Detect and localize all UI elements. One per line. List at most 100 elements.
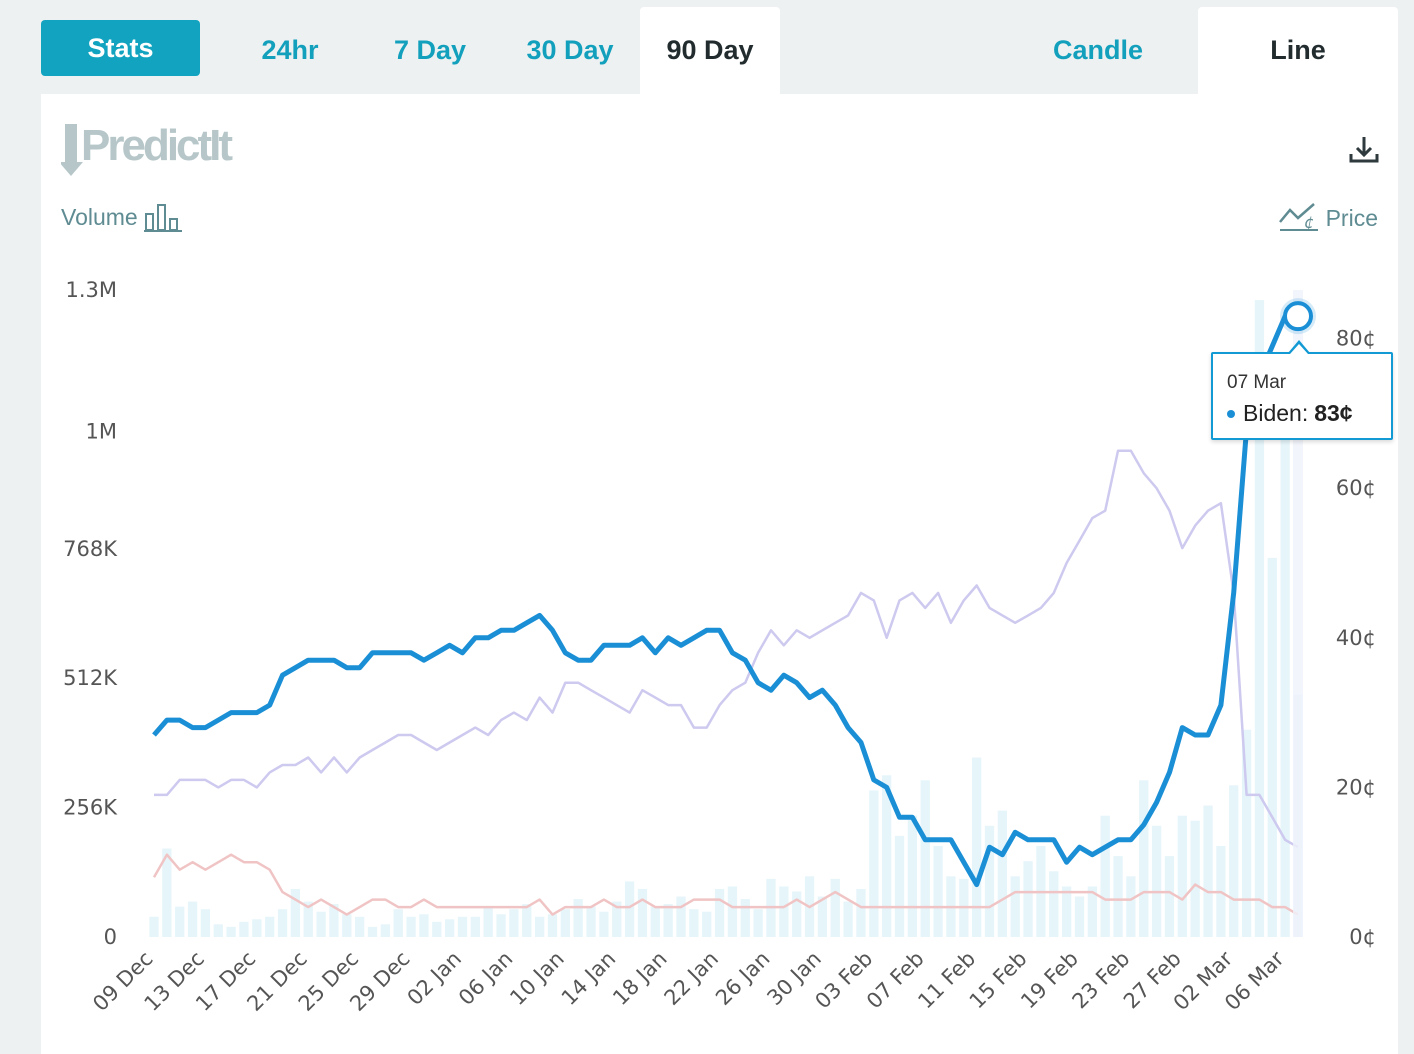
hover-marker: [1280, 290, 1316, 937]
x-tick-label: 26 Jan: [711, 947, 774, 1010]
pink-line: [152, 853, 1299, 916]
volume-bar: [1280, 401, 1290, 937]
volume-bar: [252, 919, 262, 937]
volume-bar: [599, 911, 609, 937]
x-tick-label: 18 Jan: [608, 947, 671, 1010]
lavender-line: [154, 449, 1299, 849]
left-tick-label: 512K: [63, 666, 118, 690]
tooltip-series-dot: [1227, 409, 1235, 418]
volume-bar: [1023, 861, 1033, 937]
x-tick-label: 03 Feb: [810, 947, 877, 1014]
volume-bar: [149, 916, 159, 937]
volume-bar: [213, 924, 223, 937]
volume-bar: [1126, 876, 1136, 937]
volume-bar: [1087, 886, 1097, 937]
volume-bar: [1049, 871, 1059, 937]
volume-bar: [1164, 856, 1175, 937]
tab-30-day[interactable]: 30 Day: [526, 35, 614, 65]
volume-bar: [984, 825, 995, 937]
tab-line[interactable]: Line: [1198, 7, 1398, 94]
download-icon[interactable]: [1347, 134, 1381, 166]
volume-bar: [1100, 815, 1110, 937]
volume-bar: [547, 914, 558, 937]
x-tick-label: 06 Jan: [454, 947, 517, 1010]
volume-bar: [1190, 820, 1200, 937]
volume-bar: [1151, 825, 1162, 937]
volume-bar: [1010, 876, 1020, 937]
volume-bar: [663, 904, 673, 937]
volume-bar: [316, 911, 326, 937]
series-lines: [152, 313, 1299, 916]
volume-bar: [534, 916, 545, 937]
volume-bar: [367, 926, 378, 937]
stats-button[interactable]: Stats: [41, 20, 200, 76]
tab-7-day[interactable]: 7 Day: [393, 35, 467, 65]
bar-chart-icon: [143, 204, 182, 232]
volume-bar: [740, 899, 750, 937]
left-axis-ticks: 0 256K 512K 768K 1M 1.3M: [63, 278, 118, 949]
volume-bar: [586, 906, 596, 937]
x-tick-label: 11 Feb: [913, 947, 980, 1014]
x-tick-label: 06 Mar: [1220, 946, 1289, 1015]
volume-bar: [445, 919, 455, 937]
volume-bar: [265, 916, 275, 937]
x-tick-label: 23 Feb: [1068, 947, 1135, 1014]
volume-bar: [393, 909, 403, 937]
volume-bar: [1229, 785, 1239, 937]
volume-bar: [650, 906, 660, 937]
volume-bar: [920, 780, 930, 937]
volume-bar: [432, 921, 442, 937]
tooltip-arrow-inner: [1290, 344, 1308, 354]
left-tick-label: 0: [104, 925, 117, 949]
tab-bar: Stats 24hr 7 Day 30 Day 90 Day Candle Li…: [0, 0, 1414, 94]
hover-point: [1283, 301, 1313, 332]
right-axis-ticks: 0¢ 20¢ 40¢ 60¢ 80¢: [1336, 327, 1376, 949]
volume-bar: [843, 901, 853, 937]
volume-bar: [239, 921, 249, 937]
volume-bar: [817, 896, 828, 937]
volume-bar: [997, 810, 1007, 937]
volume-bar: [869, 790, 879, 937]
left-tick-label: 768K: [63, 537, 118, 561]
tab-24hr[interactable]: 24hr: [261, 35, 319, 65]
tab-candle[interactable]: Candle: [1052, 35, 1144, 65]
volume-bar: [277, 909, 288, 937]
tooltip-row: Biden: 83¢: [1227, 400, 1353, 427]
volume-bar: [200, 909, 211, 937]
price-axis-label: ¢ Price: [1278, 200, 1378, 236]
volume-bar: [509, 909, 519, 937]
tooltip: 07 Mar Biden: 83¢: [1211, 352, 1393, 440]
volume-bar: [894, 835, 905, 937]
volume-bar: [1203, 805, 1213, 937]
volume-bar: [496, 914, 506, 937]
volume-bar: [522, 904, 532, 937]
volume-bar: [226, 926, 236, 937]
right-tick-label: 60¢: [1336, 476, 1376, 500]
volume-bar: [175, 906, 185, 937]
volume-bar: [380, 924, 390, 937]
volume-bar: [560, 909, 570, 937]
volume-bar: [1139, 780, 1149, 937]
right-tick-label: 20¢: [1336, 775, 1376, 799]
volume-bar: [753, 909, 763, 937]
volume-bar: [355, 916, 365, 937]
volume-bar: [676, 896, 686, 937]
volume-bar: [329, 904, 339, 937]
x-tick-label: 02 Jan: [403, 947, 466, 1010]
volume-bar: [1254, 300, 1265, 937]
tooltip-value: 83¢: [1314, 400, 1353, 426]
volume-bar: [1074, 896, 1085, 937]
predictit-logo: PredictIt: [61, 121, 236, 176]
svg-text:¢: ¢: [1304, 213, 1314, 232]
volume-bar: [1113, 856, 1123, 937]
tab-90-day[interactable]: 90 Day: [640, 7, 780, 94]
left-tick-label: 256K: [63, 796, 118, 820]
volume-bar: [187, 901, 198, 937]
volume-bar: [342, 914, 352, 937]
volume-bar: [406, 916, 416, 937]
volume-bar: [792, 891, 802, 937]
right-tick-label: 40¢: [1336, 626, 1376, 650]
volume-bar: [702, 911, 712, 937]
